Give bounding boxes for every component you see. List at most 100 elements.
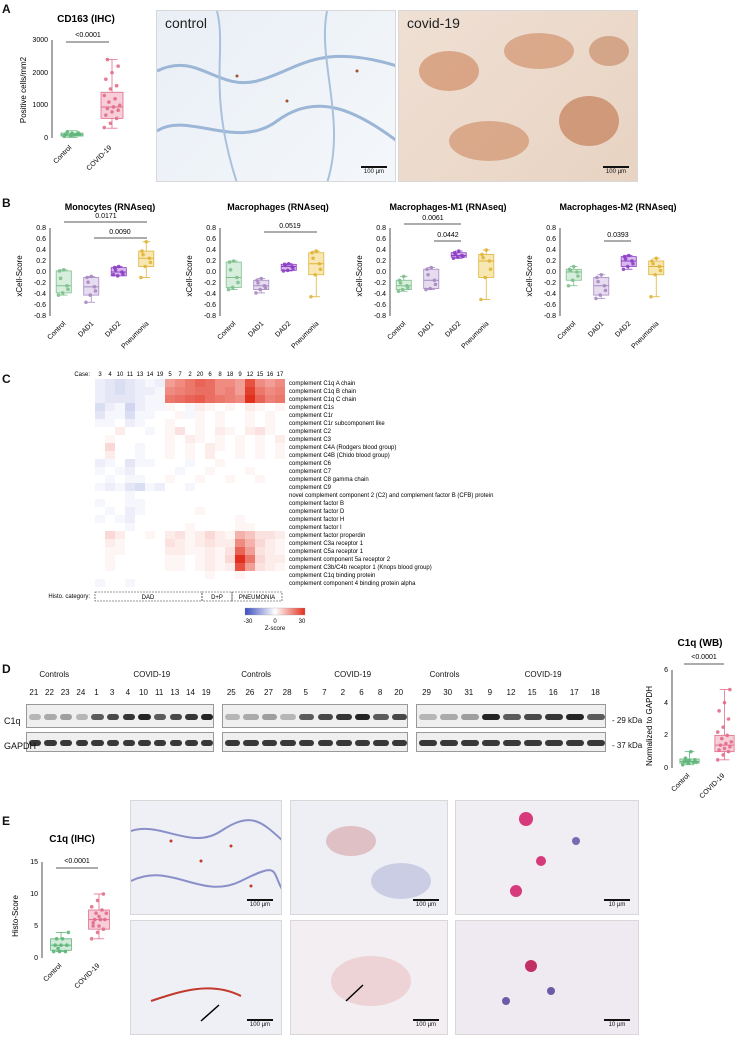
heatmap-cell [205, 387, 215, 395]
x-tick-label: DAD1 [247, 320, 265, 338]
data-point [103, 917, 107, 922]
box-plot-area [60, 57, 124, 139]
heatmap-cell [95, 443, 105, 451]
heatmap-cell [265, 483, 275, 491]
heatmap-cell [135, 515, 145, 523]
heatmap-cell [275, 387, 285, 395]
heatmap-cell [245, 475, 255, 483]
tissue-pattern [419, 33, 629, 161]
heatmap-cell [275, 539, 285, 547]
heatmap-cell [205, 451, 215, 459]
y-tick-label: 10 [30, 891, 38, 898]
heatmap-cell [135, 483, 145, 491]
micrograph-e4: 100 µm [130, 920, 282, 1035]
micrograph-control: control 100 µm [156, 10, 396, 182]
heatmap-cell [195, 379, 205, 387]
lane-number: 9 [487, 688, 493, 697]
data-point [88, 293, 92, 297]
data-point [230, 285, 235, 290]
heatmap-cell [275, 579, 285, 587]
heatmap-cell [195, 555, 205, 563]
heatmap-cell [205, 563, 215, 571]
data-point [461, 254, 465, 259]
blot-band [418, 714, 437, 720]
box-plot-area [55, 239, 155, 305]
data-point [451, 256, 456, 261]
data-point [54, 937, 59, 941]
data-point [231, 259, 236, 263]
heatmap-cell [165, 475, 175, 483]
heatmap-cell [115, 427, 125, 435]
data-point [428, 286, 432, 291]
heatmap-cell [155, 435, 165, 443]
heatmap-cell [215, 451, 225, 459]
heatmap-cell [235, 539, 245, 547]
heatmap-cell [95, 563, 105, 571]
heatmap-cell [235, 507, 245, 515]
heatmap-cell [165, 507, 175, 515]
data-point [113, 268, 118, 272]
p-value: 0.0442 [437, 232, 459, 239]
heatmap-cell [145, 515, 155, 523]
data-point [254, 291, 258, 295]
heatmap-cell [185, 387, 195, 395]
heatmap-cell [255, 547, 265, 555]
blot-band [566, 740, 585, 746]
heatmap-cell [205, 435, 215, 443]
heatmap-cell [105, 499, 115, 507]
heatmap-cell [125, 483, 135, 491]
lane-number: 16 [548, 688, 558, 697]
heatmap-cell [135, 419, 145, 427]
lane-number: 1 [94, 688, 99, 697]
blot-band [106, 714, 120, 720]
y-axis-label: xCell-Score [525, 255, 534, 297]
data-point [110, 110, 114, 114]
heatmap-cell [195, 435, 205, 443]
y-tick-label: 0.2 [36, 258, 46, 265]
heatmap-cell [145, 571, 155, 579]
heatmap-cell [195, 571, 205, 579]
data-point [285, 268, 290, 273]
heatmap-cell [105, 467, 115, 475]
heatmap-cell [95, 507, 105, 515]
data-point [108, 87, 113, 91]
heatmap-cell [115, 571, 125, 579]
heatmap-cell [275, 515, 285, 523]
heatmap-cell [135, 427, 145, 435]
heatmap-cell [95, 419, 105, 427]
heatmap-cell [105, 491, 115, 499]
data-point [726, 749, 731, 754]
data-point [396, 289, 401, 294]
heatmap-cell [155, 579, 165, 587]
heatmap-cell [275, 451, 285, 459]
z-tick-label: 0 [273, 619, 277, 625]
gene-label: complement C1q C chain [289, 397, 356, 403]
heatmap-cell [125, 547, 135, 555]
heatmap-cell [195, 427, 205, 435]
heatmap-cell [255, 427, 265, 435]
data-point [424, 287, 428, 292]
data-point [658, 268, 663, 273]
blot-band [28, 714, 42, 720]
heatmap-cell [115, 531, 125, 539]
heatmap-cell [125, 419, 135, 427]
heatmap-cell [95, 547, 105, 555]
heatmap-cell [165, 395, 175, 403]
blot-band [169, 714, 183, 720]
micrograph-e2: 100 µm [290, 800, 448, 915]
y-tick-label: 0.0 [36, 269, 46, 276]
heatmap-cell [265, 491, 275, 499]
gene-label: novel complement component 2 (C2) and co… [289, 493, 493, 499]
data-point [147, 256, 152, 261]
case-number: 2 [188, 372, 192, 378]
panel-label-d: D [2, 662, 11, 676]
gene-label: complement factor D [289, 509, 345, 515]
blot-band [91, 740, 104, 746]
heatmap-cell [95, 531, 105, 539]
data-point [226, 287, 231, 292]
data-point [729, 740, 734, 744]
heatmap-cell [235, 475, 245, 483]
x-tick-label: COVID-19 [86, 144, 114, 172]
data-point [255, 278, 259, 283]
data-point [481, 255, 485, 260]
